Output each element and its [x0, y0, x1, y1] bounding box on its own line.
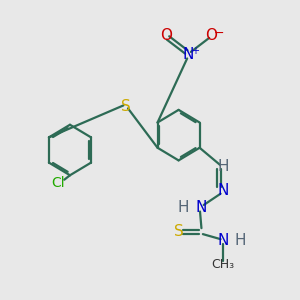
Text: S: S — [174, 224, 184, 239]
Text: N: N — [217, 183, 229, 198]
Text: N: N — [196, 200, 207, 215]
Text: H: H — [234, 233, 246, 248]
Text: H: H — [217, 159, 229, 174]
Text: N: N — [217, 233, 229, 248]
Text: S: S — [121, 99, 130, 114]
Text: O: O — [160, 28, 172, 43]
Text: −: − — [214, 27, 224, 40]
Text: O: O — [206, 28, 218, 43]
Text: +: + — [191, 46, 199, 56]
Text: H: H — [177, 200, 189, 215]
Text: Cl: Cl — [52, 176, 65, 190]
Text: N: N — [183, 47, 194, 62]
Text: CH₃: CH₃ — [211, 258, 234, 271]
